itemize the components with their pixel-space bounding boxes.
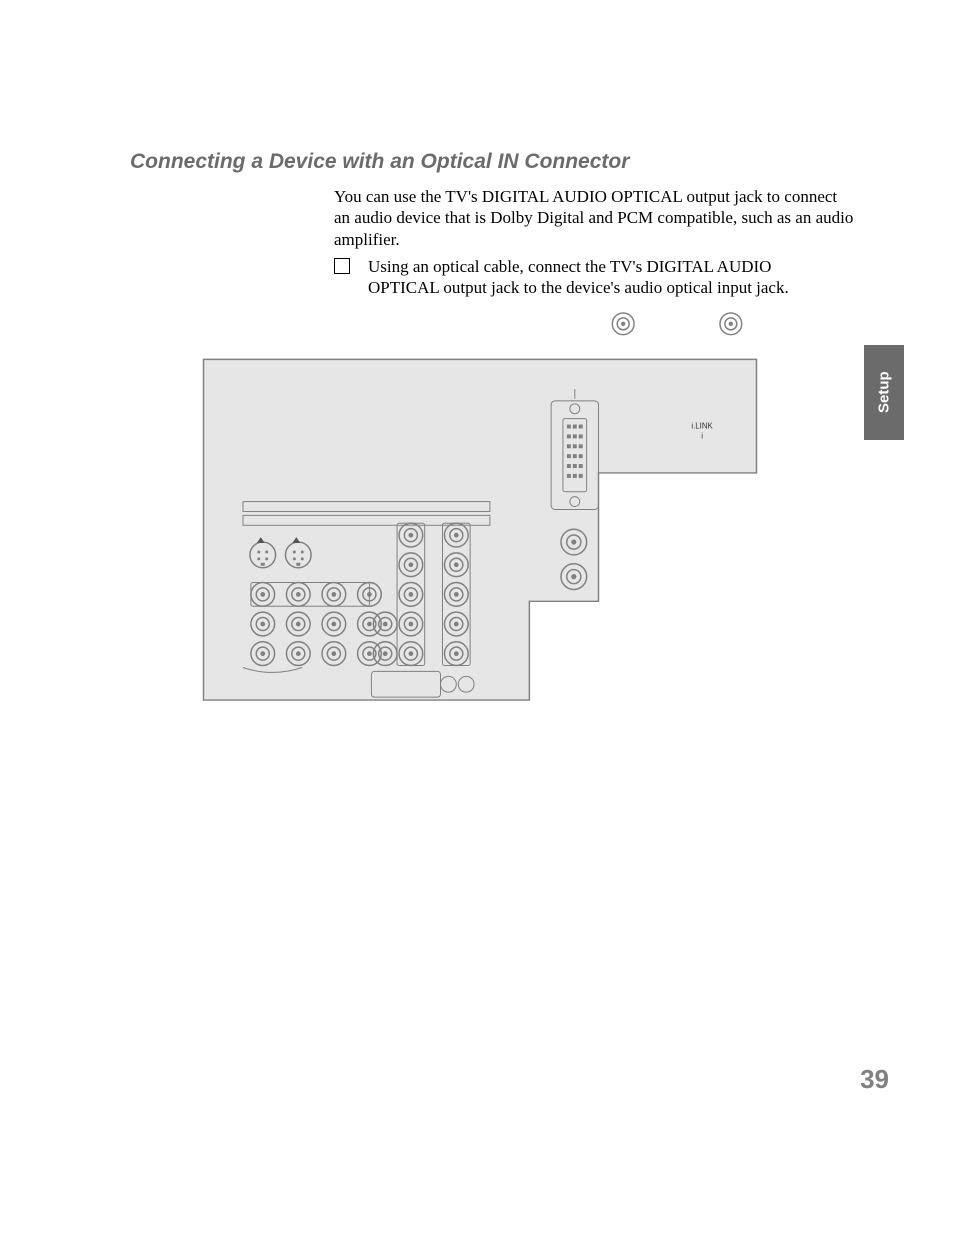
instruction-bullet: Using an optical cable, connect the TV's…	[334, 256, 854, 299]
page: Connecting a Device with an Optical IN C…	[0, 0, 954, 1235]
bullet-icon	[334, 258, 350, 274]
intro-paragraph: You can use the TV's DIGITAL AUDIO OPTIC…	[334, 186, 854, 250]
section-heading: Connecting a Device with an Optical IN C…	[130, 150, 629, 174]
bullet-text: Using an optical cable, connect the TV's…	[368, 256, 838, 299]
chapter-tab: Setup	[864, 345, 904, 440]
rear-panel-diagram: i.LINK i	[200, 310, 760, 705]
ilink-label: i.LINK	[691, 422, 713, 431]
svg-text:i: i	[701, 431, 703, 440]
page-number: 39	[860, 1064, 889, 1095]
